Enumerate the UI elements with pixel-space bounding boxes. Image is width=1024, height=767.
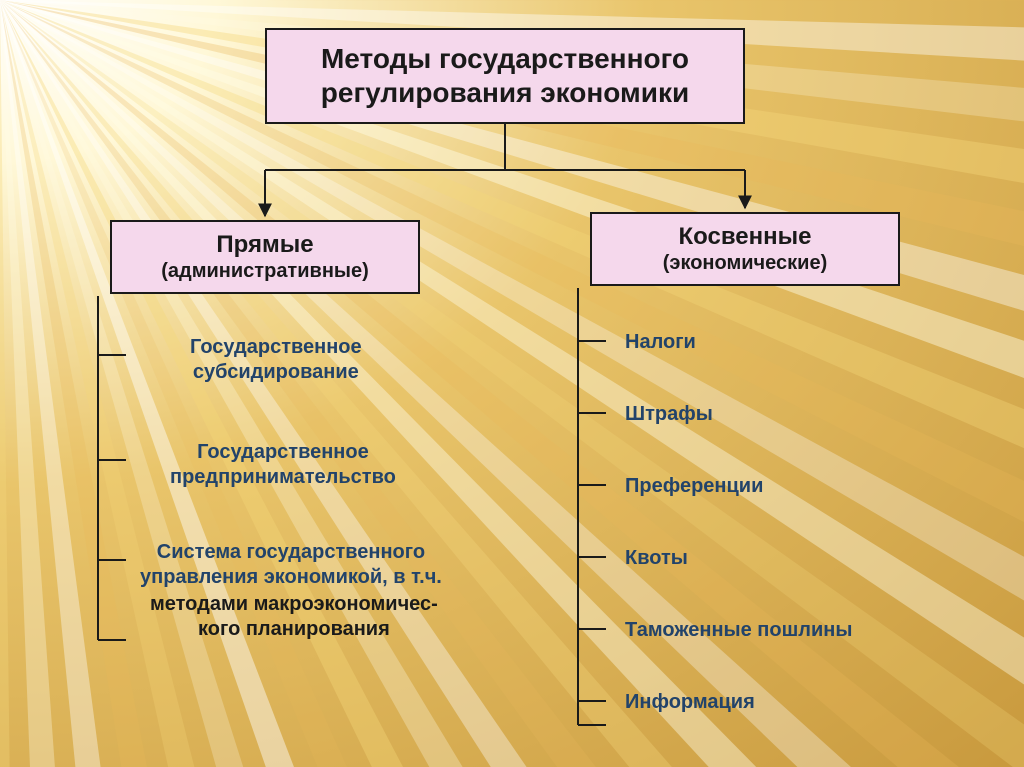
right-item-3: Квоты — [625, 546, 688, 571]
right-item-1: Штрафы — [625, 402, 713, 427]
left-item-0: Государственное субсидирование — [190, 335, 362, 385]
branch-left-title: Прямые — [216, 231, 313, 260]
branch-box-right: Косвенные (экономические) — [590, 212, 900, 286]
root-title-line1: Методы государственного — [321, 42, 689, 76]
right-item-4: Таможенные пошлины — [625, 618, 852, 643]
right-item-5: Информация — [625, 690, 755, 715]
branch-box-left: Прямые (административные) — [110, 220, 420, 294]
branch-left-subtitle: (административные) — [161, 259, 369, 283]
branch-right-title: Косвенные — [679, 223, 812, 252]
right-item-0: Налоги — [625, 330, 696, 355]
root-box: Методы государственного регулирования эк… — [265, 28, 745, 124]
root-title-line2: регулирования экономики — [321, 76, 689, 110]
right-item-2: Преференции — [625, 474, 763, 499]
diagram-canvas: Методы государственного регулирования эк… — [0, 0, 1024, 767]
left-item-2: Система государственного управления экон… — [140, 540, 442, 590]
branch-right-subtitle: (экономические) — [663, 251, 827, 275]
left-item-1: Государственное предпринимательство — [170, 440, 396, 490]
left-item-3: методами макроэкономичес- кого планирова… — [150, 592, 438, 642]
